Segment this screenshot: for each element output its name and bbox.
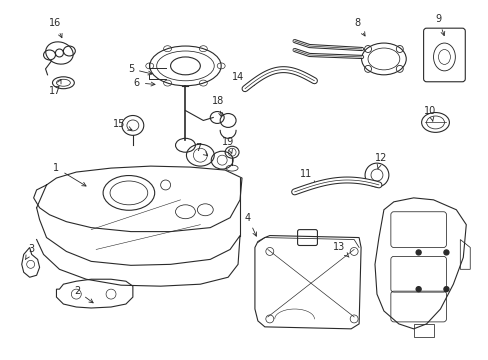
Text: 1: 1 <box>53 163 86 186</box>
Text: 15: 15 <box>113 120 132 130</box>
Text: 10: 10 <box>424 105 436 121</box>
Text: 13: 13 <box>332 243 348 257</box>
Text: 9: 9 <box>434 14 444 36</box>
Text: 17: 17 <box>49 80 61 96</box>
Text: 6: 6 <box>134 78 155 88</box>
Text: 4: 4 <box>244 213 256 236</box>
Text: 16: 16 <box>49 18 62 38</box>
Text: 2: 2 <box>74 286 93 303</box>
Text: 3: 3 <box>25 244 35 260</box>
Circle shape <box>443 250 448 255</box>
Text: 12: 12 <box>374 153 386 169</box>
Text: 7: 7 <box>195 143 207 156</box>
Text: 14: 14 <box>231 72 254 85</box>
Circle shape <box>415 250 420 255</box>
Circle shape <box>415 287 420 292</box>
Text: 19: 19 <box>222 137 234 153</box>
Text: 11: 11 <box>300 169 314 185</box>
Circle shape <box>443 287 448 292</box>
Text: 18: 18 <box>212 96 224 117</box>
Text: 8: 8 <box>353 18 365 36</box>
Text: 5: 5 <box>127 64 152 75</box>
